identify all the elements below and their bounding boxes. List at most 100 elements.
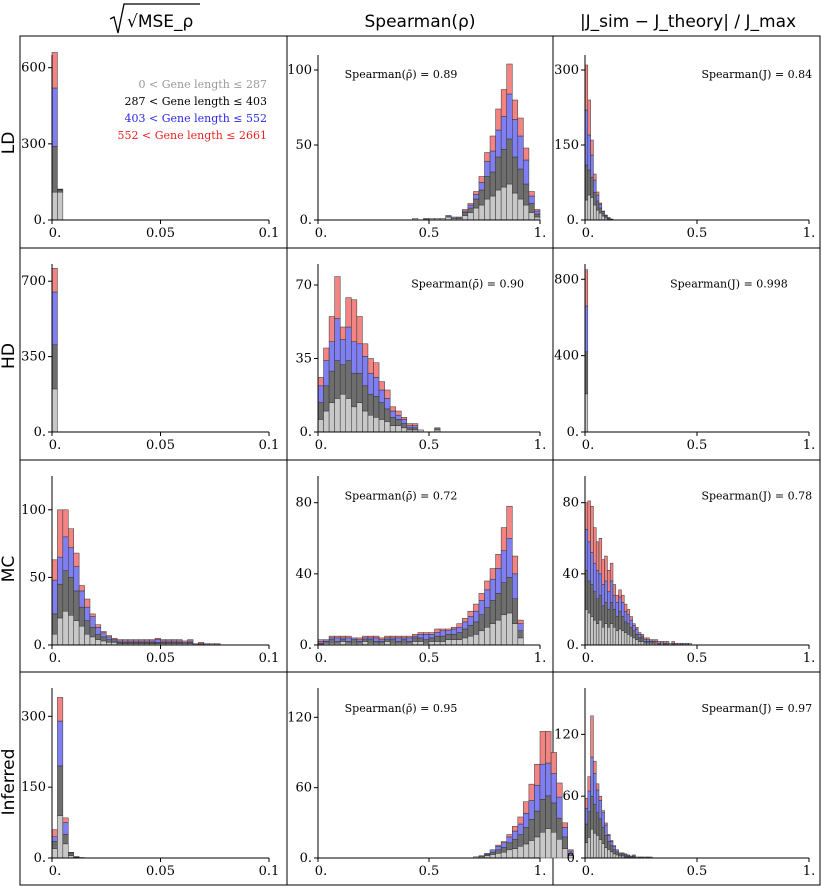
histogram-bar <box>607 841 611 851</box>
histogram-bar <box>100 632 107 638</box>
histogram-bar <box>495 846 502 851</box>
histogram-bar <box>373 637 380 642</box>
histogram-bar <box>57 697 64 722</box>
histogram-bar <box>51 829 58 837</box>
histogram-bar <box>489 171 496 197</box>
spearman-annotation: Spearman(J) = 0.97 <box>701 702 812 715</box>
histogram-bar <box>362 641 369 646</box>
histogram-bar <box>621 594 625 603</box>
histogram-bar <box>100 640 107 646</box>
histogram-bar <box>595 783 600 791</box>
histogram-bar <box>598 795 603 801</box>
spearman-annotation: Spearman(J) = 0.84 <box>701 68 812 81</box>
histogram-bar <box>517 816 524 825</box>
histogram-bar <box>467 207 474 213</box>
histogram-bar <box>545 828 552 859</box>
histogram-bar <box>450 216 458 219</box>
histogram-bar <box>506 538 513 578</box>
histogram-bar <box>57 720 64 767</box>
histogram-bar <box>590 828 594 859</box>
histogram-bar <box>590 505 594 553</box>
histogram-bar <box>512 99 519 120</box>
histogram-bar <box>649 641 653 644</box>
histogram-bar <box>545 762 552 797</box>
histogram-bar <box>523 827 530 845</box>
histogram-bar <box>373 362 380 378</box>
x-tick-label: 0. <box>582 226 594 241</box>
histogram-bar <box>462 212 469 216</box>
histogram-bar <box>556 796 563 819</box>
histogram-bar <box>478 614 485 632</box>
histogram-bar <box>534 210 541 215</box>
histogram-bar <box>601 210 605 212</box>
histogram-bar <box>489 135 496 152</box>
histogram-bar <box>489 150 496 173</box>
y-tick-label: 0. <box>300 638 312 653</box>
histogram-bar <box>356 372 363 403</box>
x-tick-label: 1. <box>534 226 546 241</box>
histogram-bar <box>500 851 507 859</box>
histogram-bar <box>384 637 391 640</box>
histogram-bar <box>428 637 435 642</box>
histogram-bar <box>629 855 633 858</box>
histogram-bar <box>587 580 591 614</box>
histogram-bar <box>643 639 647 642</box>
histogram-bar <box>601 812 605 828</box>
histogram-bar <box>351 637 358 640</box>
histogram-bar <box>556 817 563 840</box>
histogram-panel: 0. 0.5 1. 0. 60 120 Spearman(J) = 0.97 <box>554 688 815 879</box>
histogram-bar <box>412 634 419 637</box>
y-tick-label: 350 <box>21 350 46 365</box>
histogram-panel: 0. 0.5 1. 0. 35 70 Spearman(ρ̄) = 0.90 <box>295 264 546 453</box>
histogram-bar <box>351 639 358 644</box>
histogram-bar <box>587 500 591 543</box>
y-tick-label: 700 <box>21 274 46 289</box>
histogram-bar <box>528 195 535 204</box>
histogram-panel: 0. 0.5 1. 0. 60 120 Spearman(ρ̄) = 0.95 <box>287 688 574 879</box>
histogram-bar <box>478 204 485 221</box>
histogram-bar <box>351 299 358 342</box>
histogram-bar <box>345 398 352 433</box>
histogram-bar <box>621 852 625 855</box>
histogram-bar <box>517 630 524 639</box>
histogram-bar <box>439 641 446 646</box>
y-tick-label: 60 <box>562 789 579 804</box>
histogram-bar <box>506 577 513 614</box>
x-tick-label: 0. <box>49 651 61 666</box>
histogram-bar <box>106 639 112 643</box>
legend-entry-2: 287 < Gene length ≤ 403 <box>125 95 267 108</box>
histogram-bar <box>601 215 605 221</box>
histogram-bar <box>62 509 69 538</box>
histogram-bar <box>593 204 597 221</box>
histogram-bar <box>561 827 569 838</box>
histogram-bar <box>434 628 441 633</box>
histogram-bar <box>362 343 369 357</box>
histogram-bar <box>587 790 591 812</box>
histogram-bar <box>590 795 594 830</box>
y-tick-label: 0. <box>34 425 46 440</box>
histogram-bar <box>618 610 622 630</box>
y-tick-label: 80 <box>562 496 579 511</box>
x-tick-label: 0. <box>315 651 327 666</box>
histogram-panel: 0. 0.05 0.1 0. 150 300 <box>21 688 279 879</box>
histogram-bar <box>95 624 102 628</box>
histogram-bar <box>495 849 502 854</box>
histogram-bar <box>334 637 341 642</box>
histogram-bar <box>517 168 524 200</box>
y-tick-label: 300 <box>21 137 46 152</box>
spearman-annotation: Spearman(J) = 0.998 <box>670 278 788 291</box>
histogram-bar <box>401 639 408 644</box>
x-tick-label: 0.05 <box>146 864 175 879</box>
histogram-bar <box>590 756 594 797</box>
histogram-bar <box>51 633 58 646</box>
histogram-bar <box>100 636 107 642</box>
y-tick-label: 120 <box>287 710 312 725</box>
x-tick-label: 0.1 <box>259 864 280 879</box>
histogram-bar <box>500 550 507 583</box>
histogram-bar <box>473 207 480 221</box>
histogram-bar <box>351 341 358 374</box>
histogram-bar <box>160 639 167 642</box>
histogram-bar <box>445 628 452 632</box>
histogram-bar <box>73 620 80 646</box>
histogram-bar <box>629 616 633 621</box>
